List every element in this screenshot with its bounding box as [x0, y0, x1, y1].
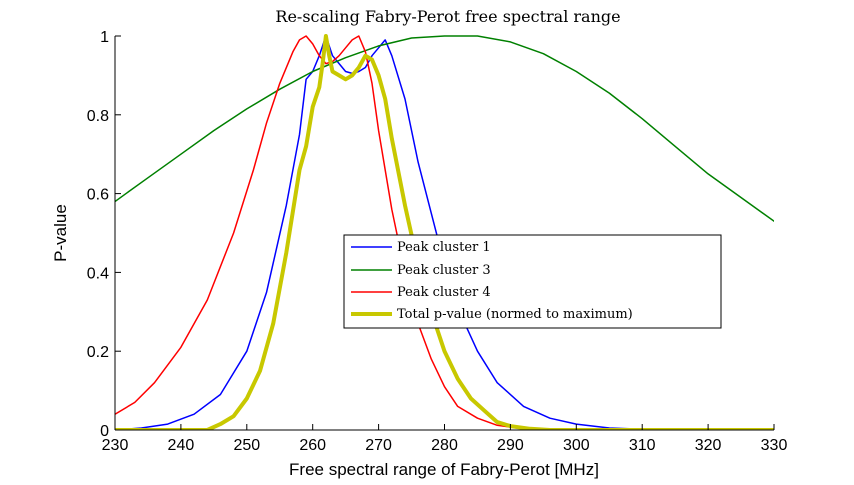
series-line-peak-cluster-1 [115, 35, 774, 430]
series-line-total-p-value-normed-to-maximum [115, 34, 774, 430]
x-tick-label: 290 [497, 437, 524, 454]
plot-frame [115, 36, 774, 430]
x-tick-label: 300 [563, 437, 590, 454]
y-tick-label: 0.4 [87, 265, 109, 282]
axis-layer: 230 240 250 260 270 280 290 300 310 320 330 0 0.2 0.4… [87, 29, 788, 454]
x-tick-label: 240 [168, 437, 195, 454]
y-tick-label: 0.8 [87, 108, 109, 125]
legend-label-total-p-value: Total p-value (normed to maximum) [397, 307, 633, 322]
legend-label-peak-cluster-1: Peak cluster 1 [397, 240, 491, 255]
series-line-peak-cluster-4 [115, 35, 774, 430]
series-layer [115, 34, 774, 430]
x-tick-label: 250 [233, 437, 260, 454]
legend-box [343, 234, 722, 329]
x-tick-label: 320 [695, 437, 722, 454]
x-tick-label: 310 [629, 437, 656, 454]
x-tick-label: 280 [431, 437, 458, 454]
legend-label-peak-cluster-3: Peak cluster 3 [397, 263, 491, 278]
x-tick-label: 230 [102, 437, 129, 454]
legend: Peak cluster 1 Peak cluster 3 Peak clust… [343, 234, 722, 329]
y-tick-label: 0 [100, 423, 109, 440]
x-tick-label: 260 [299, 437, 326, 454]
y-tick-label: 0.6 [87, 187, 109, 204]
legend-label-peak-cluster-4: Peak cluster 4 [397, 285, 491, 300]
x-tick-label: 270 [365, 437, 392, 454]
series-line-peak-cluster-3 [115, 35, 774, 222]
chart-title: Re-scaling Fabry-Perot free spectral ran… [275, 7, 620, 26]
plot-area: 230 240 250 260 270 280 290 300 310 320 330 0 0.2 0.4… [87, 29, 788, 454]
x-axis-label: Free spectral range of Fabry-Perot [MHz] [289, 460, 599, 479]
y-tick-label: 1 [100, 29, 109, 46]
y-tick-label: 0.2 [87, 344, 109, 361]
x-tick-label: 330 [761, 437, 788, 454]
y-axis-label: P-value [51, 204, 70, 262]
